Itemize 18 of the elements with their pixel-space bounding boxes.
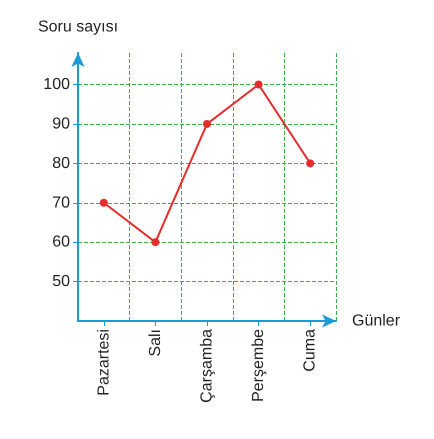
x-tick-label: Çarşamba <box>198 328 216 403</box>
x-axis-title: Günler <box>352 312 401 330</box>
y-axis-title: Soru sayısı <box>38 18 118 36</box>
x-tick-label: Pazartesi <box>95 329 112 396</box>
y-tick-label: 60 <box>52 234 70 251</box>
y-tick-label: 80 <box>52 154 70 172</box>
point <box>100 198 108 207</box>
y-tick-label: 70 <box>52 194 70 212</box>
point <box>151 238 160 246</box>
point <box>254 80 263 89</box>
point <box>306 159 314 168</box>
y-tick-label: 50 <box>52 273 70 290</box>
x-tick-label: Perşembe <box>250 328 268 402</box>
y-tick-label: 100 <box>43 76 70 94</box>
point <box>203 120 211 128</box>
y-tick-label: 90 <box>52 115 70 132</box>
x-tick-label: Cuma <box>302 328 319 372</box>
x-tick-label: Salı <box>146 329 164 357</box>
